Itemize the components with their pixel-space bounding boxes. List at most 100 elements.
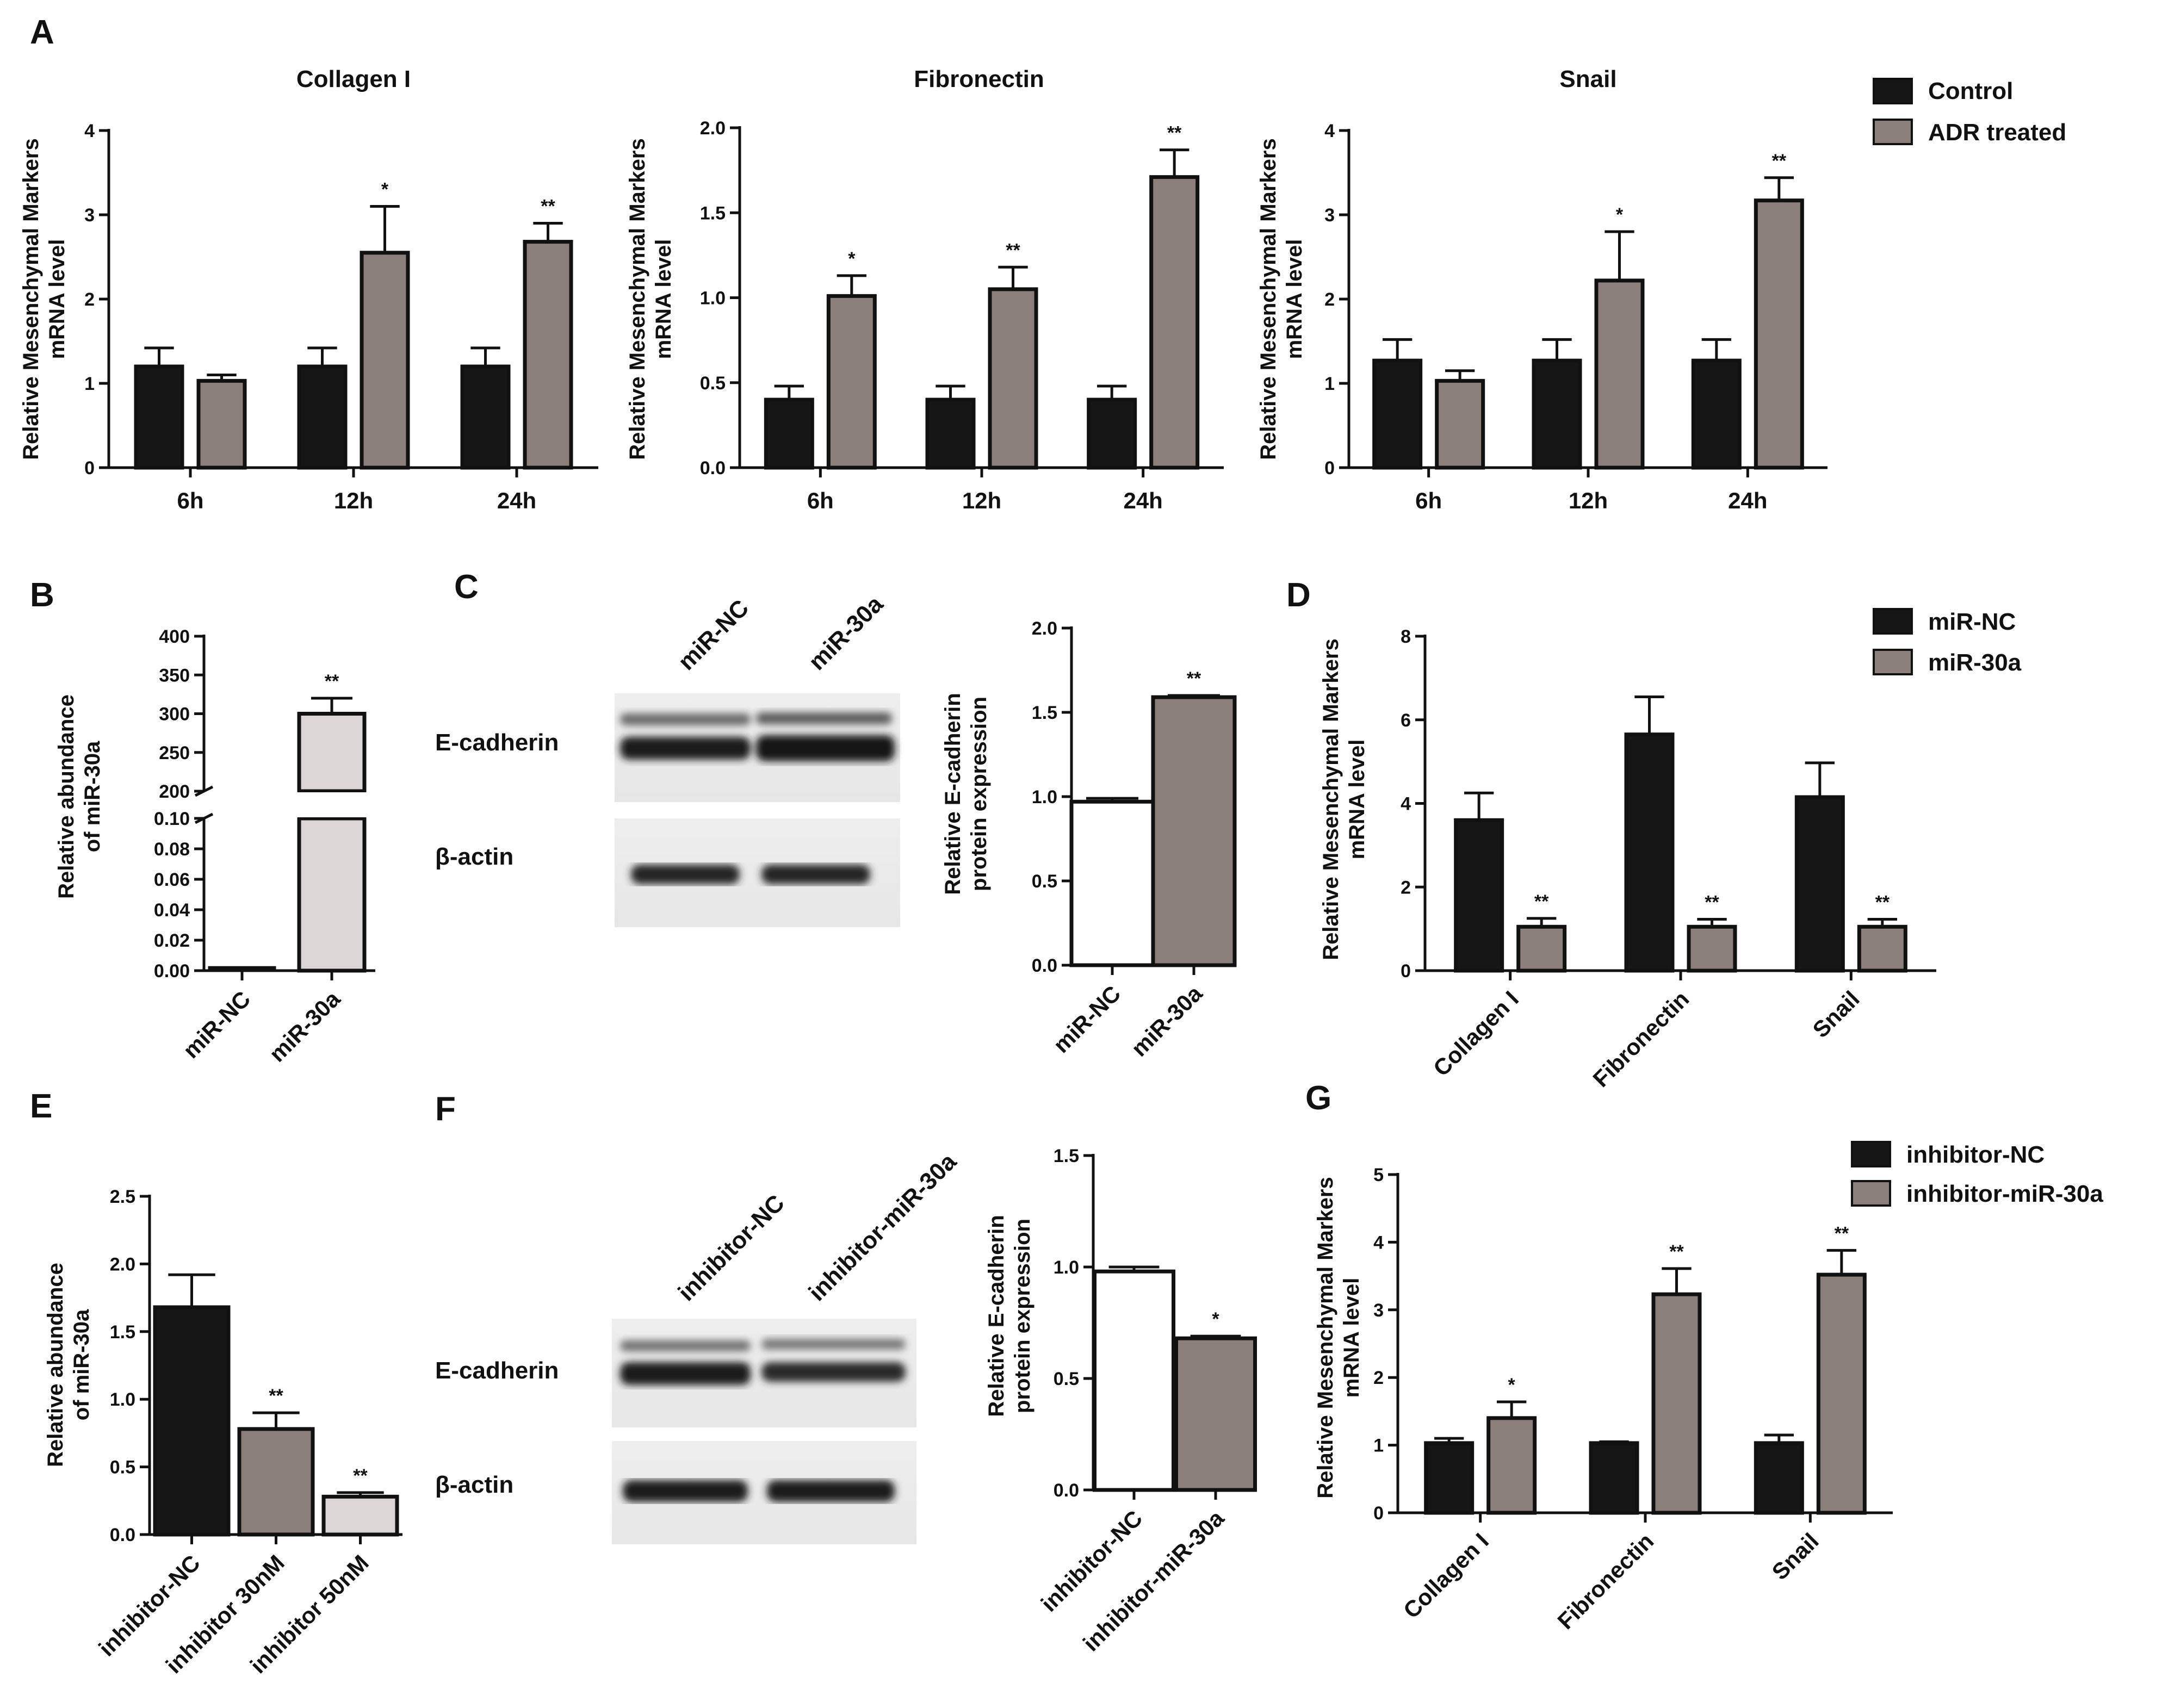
- chart-c-ytick-label: 0.5: [1032, 871, 1057, 892]
- chart-g-ytick-label: 1: [1373, 1436, 1384, 1456]
- western-blot-c: miR-NC miR-30a E-cadherin β-actin: [435, 591, 900, 927]
- chart-a2-bar-s0-c2: [1087, 398, 1137, 470]
- chart-a1-significance-s1-c1: *: [381, 179, 389, 200]
- chart-b-bar-lower-c0: [208, 966, 276, 972]
- chart-b-ylabel-line-2: of miR-30a: [80, 741, 104, 852]
- chart-b-bar-gap-c1: [296, 792, 368, 817]
- blot-f-lane-label-inhibitor-mir-30a: inhibitor-miR-30a: [803, 1148, 962, 1306]
- chart-b-bar-upper-c1: [297, 712, 367, 793]
- chart-d-bar-s0-c1: [1624, 732, 1675, 973]
- chart-b-ylabel-line-1: Relative abundance: [54, 694, 78, 899]
- chart-b-xtick-label: miR-30a: [264, 986, 345, 1067]
- chart-c-ytick-label: 1.0: [1032, 787, 1057, 808]
- chart-a1-bar-s1-c1: [360, 251, 410, 470]
- chart-markers-g: Relative Mesenchymal Markers mRNA level 0 1…: [1314, 1165, 1893, 1634]
- legend-label-inhibitor-mir-30a: inhibitor-miR-30a: [1906, 1181, 2103, 1207]
- chart-a3-bar-s1-c2: [1754, 198, 1804, 470]
- legend-swatch-mir-30a: [1873, 649, 1913, 675]
- chart-d-ytick-label: 0: [1401, 961, 1411, 982]
- chart-g-ytick-label: 2: [1373, 1368, 1384, 1388]
- blot-f-lane-label-inhibitor-nc: inhibitor-NC: [673, 1190, 789, 1306]
- chart-a1-significance-s1-c2: **: [541, 196, 555, 217]
- chart-a2-title: Fibronectin: [914, 66, 1044, 92]
- legend-swatch-adr-treated: [1873, 119, 1913, 145]
- panel-letter-c: C: [454, 568, 479, 606]
- chart-g-bar-s1-c1: [1651, 1292, 1702, 1515]
- chart-a3-title: Snail: [1559, 66, 1616, 92]
- chart-d-bar-s0-c0: [1454, 818, 1504, 973]
- blot-c-bactin-bands: [631, 865, 870, 884]
- chart-mir30a-abundance-e: Relative abundance of miR-30a 0.0 0.5 1.0 1.5…: [44, 1187, 402, 1678]
- chart-a1-ytick-label: 4: [84, 121, 95, 141]
- chart-a2-ytick-label: 2.0: [700, 118, 726, 139]
- chart-g-significance-s1-c2: **: [1835, 1223, 1849, 1244]
- chart-fibronectin-a: Fibronectin Relative Mesenchymal Markers m…: [625, 66, 1224, 513]
- blot-c-band-main-nc: [620, 737, 751, 760]
- chart-d-bar-s1-c1: [1687, 924, 1737, 973]
- chart-a3-ylabel-line-2: mRNA level: [1283, 239, 1306, 359]
- chart-f-significance-s0-c1: *: [1212, 1309, 1219, 1330]
- chart-f-ylabel-line-1: Relative E-cadherin: [984, 1215, 1008, 1417]
- panel-letter-a: A: [30, 14, 54, 51]
- chart-f-ytick-label: 1.5: [1054, 1146, 1079, 1166]
- chart-b-ytick-label: 0.00: [154, 961, 190, 982]
- chart-a3-bar-s1-c0: [1435, 378, 1485, 470]
- chart-e-ytick-label: 2.0: [110, 1254, 135, 1275]
- legend-label-control: Control: [1928, 78, 2013, 104]
- chart-g-ytick-label: 3: [1373, 1300, 1384, 1321]
- chart-d-xtick-label: Snail: [1807, 986, 1864, 1042]
- chart-d-ytick-label: 6: [1401, 710, 1411, 731]
- blot-c-bactin-band-30a: [761, 865, 870, 884]
- blot-c-band-main-30a: [756, 735, 895, 761]
- legend-label-mir-nc: miR-NC: [1928, 608, 2016, 635]
- chart-e-significance-s0-c2: **: [353, 1465, 368, 1486]
- chart-a2-xtick-label: 24h: [1123, 488, 1162, 513]
- chart-b-ytick-label: 400: [159, 626, 190, 647]
- panel-letter-b: B: [30, 576, 54, 614]
- chart-b-significance-c1: **: [325, 671, 339, 692]
- chart-ecadherin-c: Relative E-cadherin protein expression 0.0…: [941, 618, 1237, 1061]
- chart-a2-ytick-label: 0.5: [700, 373, 726, 394]
- chart-a1-ylabel-line-1: Relative Mesenchymal Markers: [19, 138, 43, 459]
- panel-letter-d: D: [1286, 576, 1311, 614]
- chart-a1-bar-s1-c0: [196, 378, 247, 470]
- chart-a1-ytick-label: 2: [84, 289, 95, 310]
- chart-a2-ytick-label: 1.0: [700, 288, 726, 309]
- chart-e-ytick-label: 0.5: [110, 1457, 135, 1478]
- chart-c-ytick-label: 1.5: [1032, 703, 1057, 723]
- chart-a2-significance-s1-c0: *: [848, 249, 856, 269]
- blot-c-row-label-bactin: β-actin: [435, 843, 513, 870]
- chart-e-ytick-label: 1.5: [110, 1322, 135, 1343]
- legend-d: miR-NC miR-30a: [1873, 608, 2022, 676]
- blot-c-band-upper-30a: [756, 712, 892, 724]
- chart-mir30a-abundance-b: Relative abundance of miR-30a 200 250 300 350…: [54, 626, 375, 1067]
- legend-swatch-inhibitor-nc: [1851, 1141, 1891, 1167]
- panel-letter-f: F: [435, 1090, 456, 1128]
- chart-g-bar-s1-c2: [1816, 1272, 1867, 1515]
- chart-snail-a: Snail Relative Mesenchymal Markers mRNA le…: [1256, 66, 1828, 513]
- chart-a1-bar-s1-c2: [523, 240, 573, 470]
- chart-g-xtick-label: Collagen I: [1398, 1528, 1494, 1623]
- chart-f-bar-s0-c1: [1174, 1336, 1257, 1492]
- chart-g-ytick-label: 5: [1373, 1165, 1384, 1185]
- blot-f-bactin-bands: [623, 1480, 895, 1502]
- chart-a2-ylabel-line-2: mRNA level: [652, 239, 676, 359]
- blot-f-bactin-band-mir30a: [767, 1480, 895, 1502]
- chart-g-xtick-label: Fibronectin: [1552, 1528, 1658, 1634]
- chart-a2-bar-s1-c1: [988, 287, 1038, 470]
- chart-e-bar-s0-c0: [153, 1305, 231, 1537]
- chart-e-bar-s0-c2: [321, 1494, 399, 1537]
- legend-swatch-control: [1873, 78, 1913, 104]
- chart-f-ytick-label: 1.0: [1054, 1257, 1079, 1278]
- chart-b-xtick-label: miR-NC: [178, 986, 255, 1063]
- chart-a1-ylabel-line-2: mRNA level: [45, 239, 69, 359]
- chart-c-significance-s0-c1: **: [1187, 668, 1201, 689]
- chart-g-bar-s0-c0: [1424, 1441, 1475, 1515]
- chart-d-significance-s1-c2: **: [1875, 892, 1890, 912]
- chart-a1-ytick-label: 1: [84, 374, 95, 394]
- chart-b-ytick-label: 0.08: [154, 839, 190, 860]
- chart-a1-ytick-label: 0: [84, 458, 95, 479]
- chart-a3-ytick-label: 0: [1324, 458, 1335, 479]
- blot-c-lane-label-mir-nc: miR-NC: [673, 594, 754, 675]
